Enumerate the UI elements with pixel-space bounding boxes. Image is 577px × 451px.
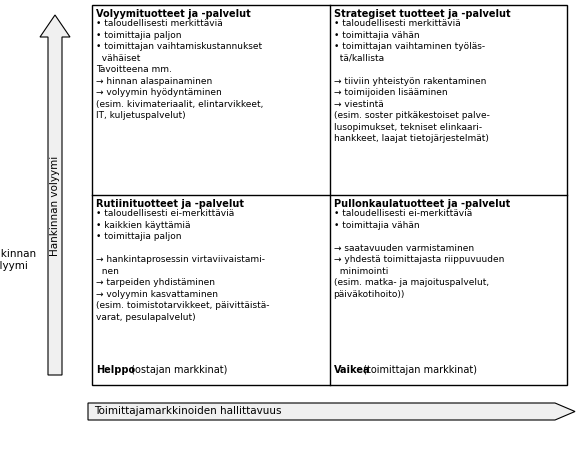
Polygon shape	[40, 15, 70, 375]
Text: Volyymituotteet ja -palvelut: Volyymituotteet ja -palvelut	[96, 9, 251, 19]
Text: Hankinnan volyymi: Hankinnan volyymi	[50, 156, 60, 256]
Text: Vaikea: Vaikea	[334, 365, 370, 375]
Text: • taloudellisesti ei-merkittäviä
• toimittajia vähän

→ saatavuuden varmistamine: • taloudellisesti ei-merkittäviä • toimi…	[334, 209, 504, 299]
Text: Rutiinituotteet ja -palvelut: Rutiinituotteet ja -palvelut	[96, 199, 244, 209]
Text: Hankinnan
volyymi: Hankinnan volyymi	[0, 249, 36, 271]
Text: (toimittajan markkinat): (toimittajan markkinat)	[359, 365, 477, 375]
Bar	[92, 5, 567, 385]
Text: Pullonkaulatuotteet ja -palvelut: Pullonkaulatuotteet ja -palvelut	[334, 199, 509, 209]
Text: • taloudellisesti merkittäviä
• toimittajia paljon
• toimittajan vaihtamiskustan: • taloudellisesti merkittäviä • toimitta…	[96, 19, 263, 120]
Text: Helppo: Helppo	[96, 365, 135, 375]
Text: Toimittajamarkkinoiden hallittavuus: Toimittajamarkkinoiden hallittavuus	[94, 406, 282, 417]
Text: (ostajan markkinat): (ostajan markkinat)	[128, 365, 227, 375]
Text: Strategiset tuotteet ja -palvelut: Strategiset tuotteet ja -palvelut	[334, 9, 510, 19]
Polygon shape	[88, 403, 575, 420]
Text: • taloudellisesti merkittäviä
• toimittajia vähän
• toimittajan vaihtaminen työl: • taloudellisesti merkittäviä • toimitta…	[334, 19, 489, 143]
Text: • taloudellisesti ei-merkittäviä
• kaikkien käyttämiä
• toimittajia paljon

→ ha: • taloudellisesti ei-merkittäviä • kaikk…	[96, 209, 269, 322]
